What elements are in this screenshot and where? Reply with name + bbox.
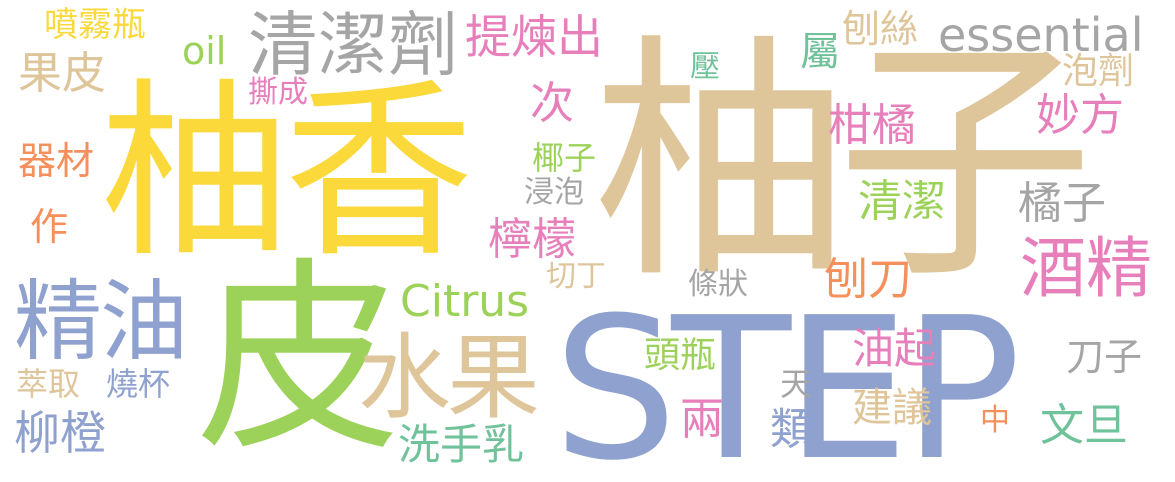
word-wendan: 文旦 [1040, 400, 1128, 451]
word-qieding: 切丁 [546, 259, 606, 294]
word-miaofang: 妙方 [1036, 90, 1124, 141]
word-penwuping: 噴霧瓶 [44, 5, 146, 45]
word-qicai: 器材 [18, 139, 95, 183]
word-ningmeng: 檸檬 [488, 214, 576, 265]
word-guopi: 果皮 [18, 48, 106, 99]
word-tilianchu: 提煉出 [465, 10, 603, 64]
word-step: STEP [553, 276, 1021, 482]
word-youxiang: 柚香 [100, 62, 474, 283]
word-daozi: 刀子 [1066, 335, 1143, 379]
word-shaobei: 燒杯 [106, 365, 171, 403]
word-baodao: 刨刀 [824, 254, 912, 305]
word-cuiqu: 萃取 [16, 365, 81, 403]
word-tian: 天 [780, 365, 813, 403]
word-essential: essential [938, 8, 1144, 62]
word-jiujing: 酒精 [1020, 230, 1152, 307]
word-jianyi: 建議 [852, 385, 932, 431]
word-baosi: 刨絲 [842, 7, 919, 51]
word-juzi: 橘子 [1018, 178, 1106, 229]
word-qingjieji: 清潔劑 [248, 4, 458, 86]
word-shuiguo: 水果 [358, 324, 540, 432]
word-shu: 屬 [793, 30, 839, 70]
word-citrus: Citrus [400, 276, 530, 327]
word-jingyou: 精油 [14, 270, 188, 373]
word-zhong: 中 [980, 403, 1010, 438]
word-oil: oil [182, 29, 227, 73]
word-paoji: 泡劑 [1062, 51, 1135, 92]
word-zuo: 作 [30, 205, 69, 249]
word-ci: 次 [530, 78, 574, 129]
word-ya: 壓 [684, 50, 719, 80]
word-ganju: 柑橘 [828, 100, 916, 151]
word-liucheng: 柳橙 [14, 406, 106, 460]
word-youqi: 油起 [852, 324, 937, 373]
word-lei: 類 [770, 404, 814, 455]
word-qingjie: 清潔 [858, 176, 946, 227]
word-pi: 皮 [196, 241, 401, 479]
word-jinpao: 浸泡 [524, 175, 584, 210]
word-xishouru: 洗手乳 [398, 420, 525, 469]
word-liang: 兩 [680, 394, 724, 445]
word-sicheng: 撕成 [248, 75, 308, 110]
word-yezi: 椰子 [532, 139, 597, 177]
word-youzi: 柚子 [592, 13, 1094, 313]
word-tiaozhuang: 條狀 [688, 267, 748, 302]
word-touping: 頭瓶 [644, 335, 717, 376]
